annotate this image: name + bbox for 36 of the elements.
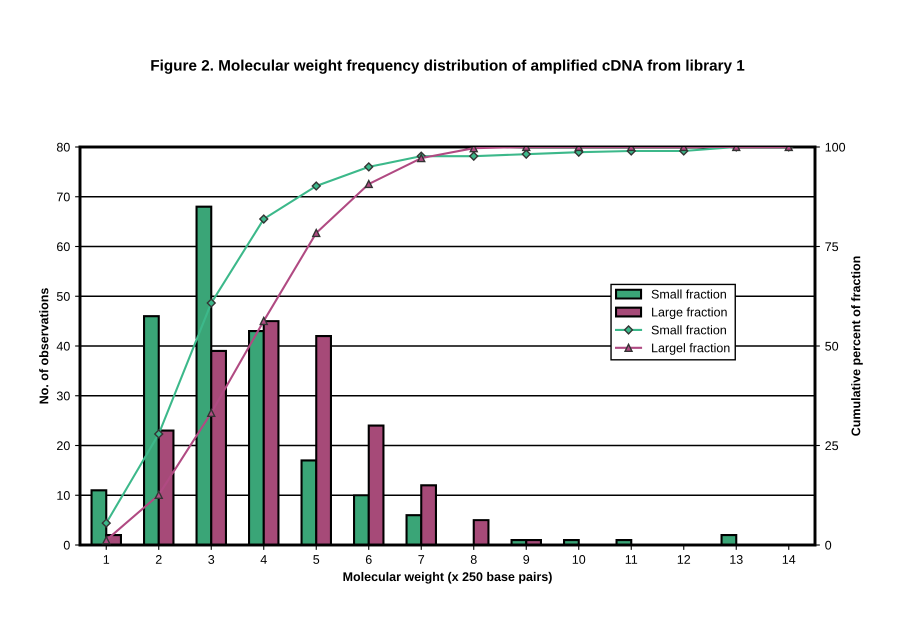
y2-axis-title: Cumulative percent of fraction [851, 256, 863, 436]
chart-title: Figure 2. Molecular weight frequency distribution of amplified cDNA from library 1 [151, 60, 744, 74]
y-tick-label: 80 [56, 142, 70, 152]
y-tick-label: 60 [57, 242, 70, 252]
y-tick-label: 0 [64, 540, 70, 550]
x-tick-label: 12 [678, 555, 690, 564]
x-tick-label: 3 [208, 555, 214, 564]
x-axis-title: Molecular weight (x 250 base pairs) [343, 572, 552, 584]
y-tick-label: 30 [56, 392, 70, 400]
legend-label: Small fraction [652, 289, 726, 299]
y2-tick-label: 25 [825, 441, 838, 450]
y2-tick-label: 75 [825, 242, 838, 252]
y-tick-label: 20 [57, 441, 70, 450]
y2-tick-label: 100 [826, 142, 846, 152]
y-tick-label: 50 [56, 292, 70, 301]
x-tick-label: 13 [730, 555, 743, 564]
x-tick-label: 5 [313, 555, 320, 564]
x-tick-label: 11 [626, 555, 638, 564]
x-tick-label: 6 [366, 555, 372, 564]
x-tick-label: 2 [156, 555, 162, 564]
y-axis-title: No. of observations [39, 288, 48, 404]
x-tick-label: 1 [104, 555, 110, 564]
y2-tick-label: 50 [825, 342, 838, 351]
x-tick-label: 8 [470, 555, 477, 564]
legend-label: Large fraction [652, 307, 727, 319]
x-tick-label: 7 [418, 555, 424, 564]
x-tick-label: 4 [260, 555, 267, 564]
y-tick-label: 70 [57, 192, 70, 202]
y-tick-label: 10 [57, 491, 70, 500]
y2-tick-label: 0 [825, 540, 832, 550]
legend-label: Largel fraction [652, 343, 730, 355]
y-tick-label: 40 [56, 342, 70, 351]
x-tick-label: 14 [782, 555, 796, 564]
x-tick-label: 9 [523, 555, 530, 564]
x-tick-label: 10 [572, 555, 586, 564]
legend-label: Small fraction [652, 325, 726, 334]
